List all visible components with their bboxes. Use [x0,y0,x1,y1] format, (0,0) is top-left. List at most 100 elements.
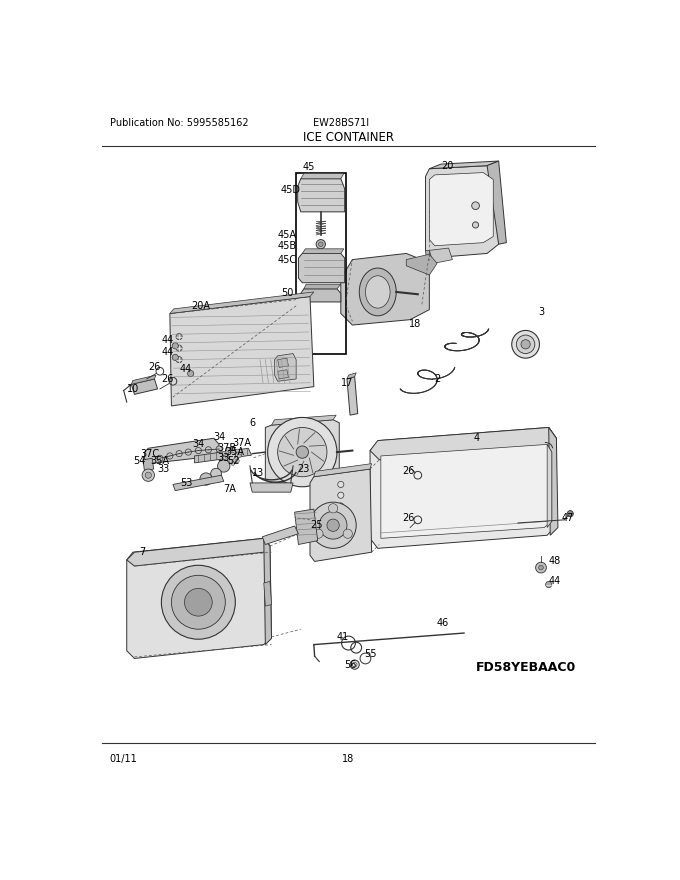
Circle shape [226,461,230,465]
Polygon shape [277,370,288,379]
Bar [296,173,346,355]
Text: 52: 52 [226,457,239,466]
Polygon shape [310,469,371,561]
Text: 26: 26 [161,374,173,384]
Circle shape [316,239,326,249]
Circle shape [237,454,241,458]
Polygon shape [131,379,158,394]
Polygon shape [250,483,293,492]
Polygon shape [170,297,314,406]
Text: 50: 50 [281,288,293,297]
Text: 20: 20 [441,161,454,171]
Text: 54: 54 [133,457,146,466]
Polygon shape [275,354,296,381]
Text: 41: 41 [336,632,348,642]
Circle shape [338,535,344,541]
Circle shape [157,455,163,461]
Circle shape [318,242,323,246]
Polygon shape [429,248,452,263]
Circle shape [512,330,539,358]
Text: 35A: 35A [225,447,244,457]
Text: 47: 47 [562,512,574,523]
Circle shape [338,492,344,498]
Circle shape [176,345,182,351]
Text: EW28BS71I: EW28BS71I [313,118,369,128]
Polygon shape [194,448,252,463]
Circle shape [319,511,347,539]
Circle shape [142,469,154,481]
Polygon shape [265,420,339,483]
Text: 45C: 45C [277,254,296,265]
Text: 45D: 45D [281,186,301,195]
Text: 4: 4 [473,433,479,444]
Polygon shape [314,464,371,477]
Text: FD58YEBAAC0: FD58YEBAAC0 [475,661,576,674]
Circle shape [176,356,182,363]
Polygon shape [381,444,551,539]
Circle shape [185,449,192,455]
Text: 18: 18 [342,753,355,764]
Text: 37A: 37A [233,438,252,448]
Circle shape [205,447,211,453]
Circle shape [310,502,356,548]
Text: 23: 23 [298,464,310,474]
Circle shape [231,462,235,466]
Circle shape [167,453,173,459]
Text: 34: 34 [192,439,205,450]
Polygon shape [271,415,336,425]
Text: 26: 26 [403,512,415,523]
Polygon shape [547,444,551,527]
Polygon shape [549,428,558,535]
Circle shape [172,355,178,361]
Text: 45: 45 [303,162,316,172]
Text: 18: 18 [409,319,421,328]
Polygon shape [143,458,154,471]
Text: 35A: 35A [150,457,169,466]
Circle shape [222,451,226,455]
Text: 33: 33 [218,453,230,463]
Text: 6: 6 [249,418,255,428]
Text: 45A: 45A [277,230,296,240]
Circle shape [195,447,201,454]
Polygon shape [264,582,271,606]
Polygon shape [341,253,429,325]
Text: 55: 55 [364,649,376,659]
Polygon shape [301,289,341,302]
Text: 37C: 37C [140,449,159,458]
Circle shape [472,202,479,209]
Text: 01/11: 01/11 [109,753,137,764]
Polygon shape [304,284,341,289]
Circle shape [516,335,535,354]
Polygon shape [347,373,356,379]
Text: 3: 3 [538,307,544,317]
Polygon shape [299,253,345,282]
Circle shape [277,428,327,477]
Circle shape [216,446,222,452]
Polygon shape [264,539,271,644]
Text: 46: 46 [437,618,449,628]
Circle shape [327,519,339,532]
Text: 33: 33 [158,464,170,474]
Polygon shape [429,161,498,169]
Circle shape [539,565,543,570]
Polygon shape [126,539,271,658]
Text: 13: 13 [252,468,264,478]
Polygon shape [303,249,344,253]
Polygon shape [173,475,224,491]
Circle shape [350,660,359,669]
Circle shape [200,473,212,485]
Circle shape [226,447,230,451]
Text: 34: 34 [213,432,225,442]
Polygon shape [144,438,219,464]
Circle shape [338,524,344,531]
Text: 37B: 37B [218,444,237,453]
Circle shape [296,446,309,458]
Circle shape [343,529,352,539]
Text: 26: 26 [403,466,415,476]
Text: 44: 44 [549,576,561,586]
Ellipse shape [365,275,390,308]
Text: 44: 44 [161,347,173,357]
Polygon shape [294,509,318,545]
Polygon shape [298,179,345,212]
Circle shape [146,472,152,478]
